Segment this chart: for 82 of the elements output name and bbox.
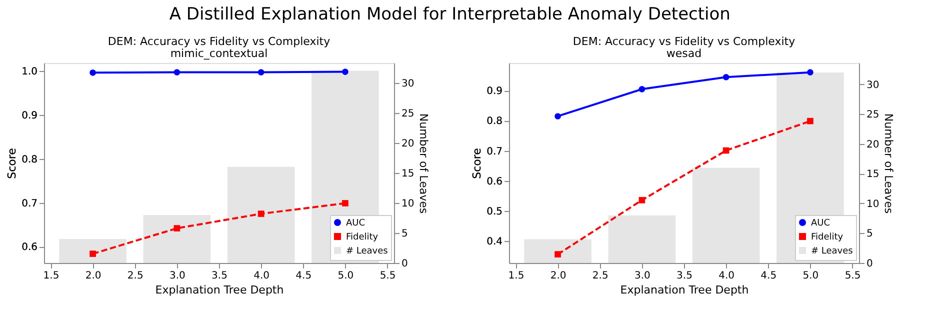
point	[722, 147, 730, 154]
y2-tick-label: 20	[402, 138, 414, 150]
y2-tick-label: 30	[866, 80, 880, 91]
x-tick-label: 5.0	[338, 270, 354, 282]
y-tick-label: 0.5	[486, 206, 502, 218]
x-tick-label: 5.5	[380, 270, 396, 282]
y2-axis-title: Number of Leaves	[882, 113, 896, 214]
x-tick-label: 4.0	[254, 270, 270, 282]
y2-tick-label: 5	[866, 228, 873, 240]
x-tick-label: 3.5	[212, 270, 228, 282]
legend-label: Fidelity	[346, 232, 379, 242]
point	[342, 68, 348, 75]
chart-title: DEM: Accuracy vs Fidelity vs Complexity	[572, 35, 796, 48]
x-tick-label: 3.0	[634, 270, 650, 282]
x-tick-label: 1.5	[43, 270, 60, 282]
y2-tick-label: 15	[402, 168, 414, 180]
bar	[692, 168, 760, 263]
y2-tick-label: 0	[866, 258, 873, 270]
x-tick-label: 2.0	[85, 270, 102, 282]
y-axis-title: Score	[6, 148, 19, 179]
y2-tick-label: 5	[402, 228, 408, 240]
legend-label: # Leaves	[811, 246, 854, 256]
point	[638, 86, 646, 92]
point	[638, 196, 646, 204]
point	[342, 200, 348, 206]
legend-label: # Leaves	[346, 246, 388, 256]
x-axis-title: Explanation Tree Depth	[155, 284, 284, 296]
y2-tick-label: 15	[866, 169, 880, 180]
x-tick-label: 3.5	[676, 270, 692, 282]
legend-label: AUC	[346, 218, 366, 228]
point	[90, 250, 96, 257]
x-tick-label: 4.5	[760, 270, 777, 282]
point	[807, 118, 814, 124]
x-tick-label: 2.0	[550, 270, 566, 282]
x-tick-label: 1.5	[508, 270, 524, 282]
chart-title: DEM: Accuracy vs Fidelity vs Complexity	[108, 35, 331, 48]
x-tick-label: 5.0	[802, 270, 819, 282]
y-tick-label: 1.0	[22, 66, 38, 78]
point	[554, 113, 561, 120]
point	[90, 70, 96, 76]
bar	[524, 239, 592, 263]
bar	[59, 238, 126, 263]
y2-tick-label: 0	[402, 258, 408, 270]
point	[258, 210, 264, 217]
y-tick-label: 0.9	[486, 86, 502, 98]
y2-tick-label: 25	[402, 108, 414, 120]
point	[554, 251, 561, 258]
y-tick-label: 0.8	[22, 154, 38, 166]
y2-tick-label: 30	[402, 78, 414, 90]
bar	[227, 166, 295, 263]
bar	[143, 214, 211, 263]
y-tick-label: 0.8	[486, 116, 502, 128]
y-tick-label: 0.4	[486, 236, 502, 248]
y-tick-label: 0.6	[22, 242, 38, 254]
x-tick-label: 3.0	[169, 270, 186, 282]
point	[174, 225, 180, 232]
y2-tick-label: 10	[402, 198, 414, 210]
y2-tick-label: 10	[866, 198, 880, 210]
y2-axis-title: Number of Leaves	[417, 113, 430, 214]
chart-subtitle: wesad	[666, 47, 702, 60]
legend-label: AUC	[811, 218, 830, 228]
x-tick-label: 2.5	[127, 270, 144, 282]
y-tick-label: 0.9	[22, 110, 38, 122]
point	[722, 74, 730, 80]
y2-tick-label: 20	[866, 139, 880, 150]
x-tick-label: 5.5	[844, 270, 861, 282]
y-tick-label: 0.6	[486, 176, 502, 188]
chart-subtitle: mimic_contextual	[170, 47, 268, 60]
point	[258, 69, 264, 76]
x-tick-label: 2.5	[592, 270, 608, 282]
x-axis-title: Explanation Tree Depth	[620, 284, 749, 296]
point	[807, 69, 814, 76]
x-tick-label: 4.5	[296, 270, 312, 282]
x-tick-label: 4.0	[718, 270, 735, 282]
y-axis-title: Score	[470, 148, 484, 179]
bar	[608, 215, 676, 263]
point	[174, 69, 180, 76]
text: A Distilled Explanation Model for Interpretable Anomaly Detection	[169, 4, 730, 24]
y-tick-label: 0.7	[22, 198, 38, 210]
y2-tick-label: 25	[866, 110, 880, 121]
legend-label: Fidelity	[811, 232, 844, 242]
y-tick-label: 0.7	[486, 146, 502, 158]
